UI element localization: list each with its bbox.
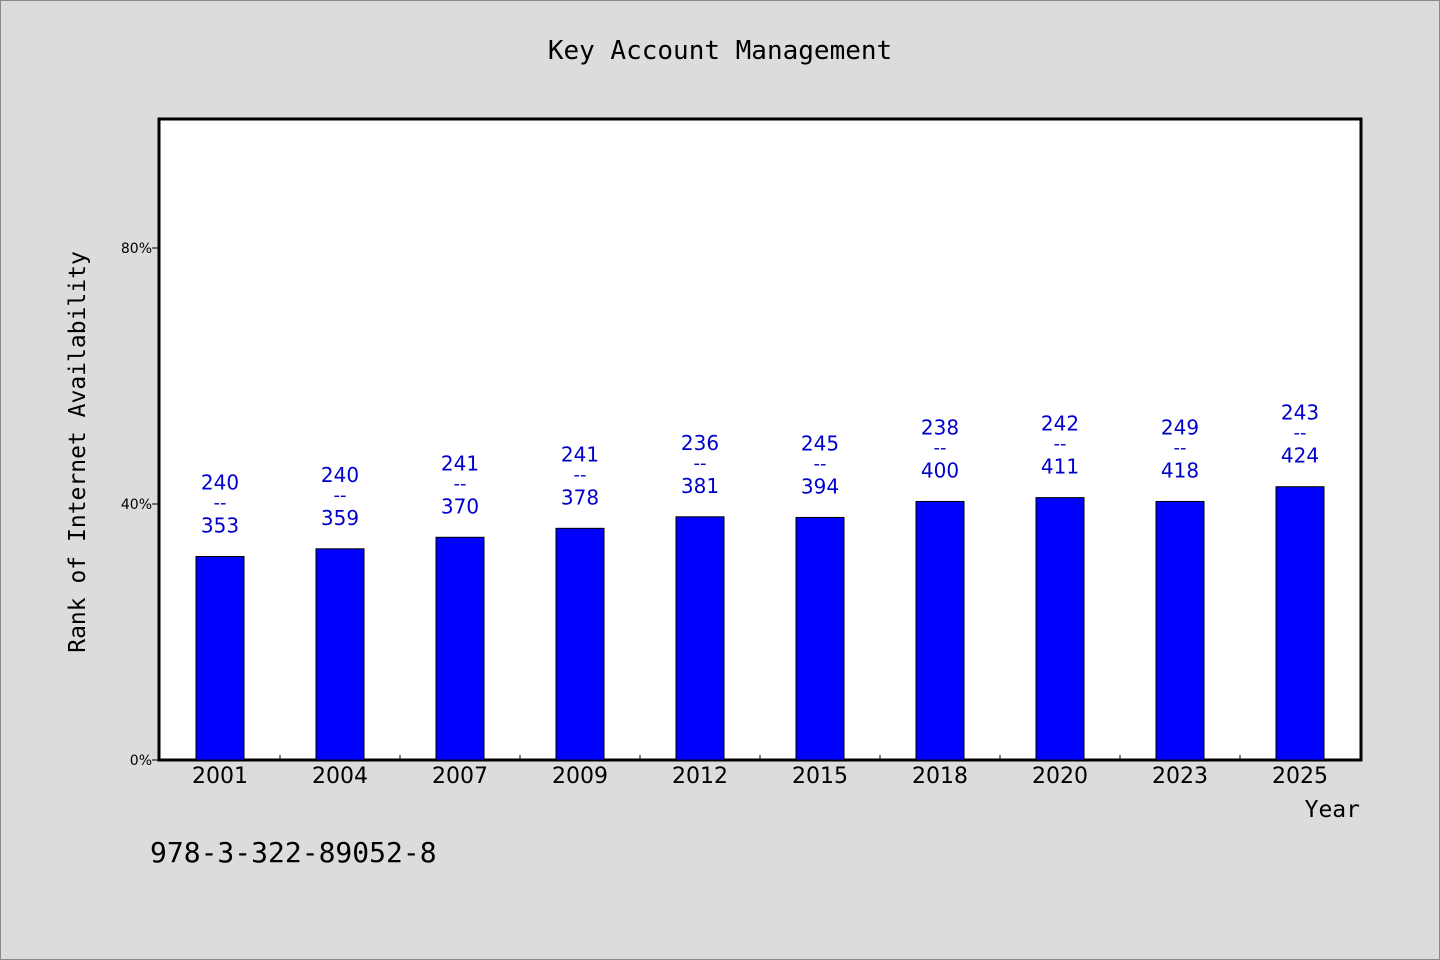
data-label-bottom: 418 [1161, 458, 1199, 482]
bars-layer [195, 486, 1325, 761]
data-label-separator: -- [1054, 434, 1067, 455]
x-tick-label: 2025 [1272, 764, 1328, 789]
data-label-top: 242 [1041, 412, 1079, 436]
data-labels-layer: 240--353240--359241--370241--378236--381… [201, 401, 1319, 538]
x-tick-label: 2001 [192, 764, 248, 789]
x-tick-label: 2004 [312, 764, 368, 789]
x-tick-label: 2018 [912, 764, 968, 789]
data-label-top: 238 [921, 415, 959, 439]
data-label-top: 243 [1281, 401, 1319, 425]
data-label-separator: -- [934, 437, 947, 458]
y-tick-label: 0% [130, 753, 152, 769]
bar [555, 527, 605, 761]
x-tick-label: 2023 [1152, 764, 1208, 789]
data-label-separator: -- [814, 453, 827, 474]
data-label-bottom: 370 [441, 494, 479, 518]
data-label-separator: -- [334, 485, 347, 506]
data-label-separator: -- [574, 464, 587, 485]
data-label-separator: -- [1174, 437, 1187, 458]
data-label-separator: -- [694, 453, 707, 474]
data-label-bottom: 359 [321, 506, 359, 530]
bar [1275, 486, 1325, 761]
data-label-top: 236 [681, 431, 719, 455]
data-label-top: 245 [801, 431, 839, 455]
footer-code: 978-3-322-89052-8 [150, 836, 437, 869]
x-axis-label: Year [1305, 797, 1360, 823]
data-label-top: 241 [561, 442, 599, 466]
y-tick-label: 40% [121, 497, 152, 513]
bar [1035, 497, 1085, 761]
x-axis: 2001 2004 2007 2009 2012 2015 2018 2020 2023 2025 [192, 755, 1328, 789]
bar [915, 500, 965, 761]
y-axis: 0% 40% 80% [121, 241, 160, 769]
x-tick-label: 2012 [672, 764, 728, 789]
data-label-separator: -- [1294, 423, 1307, 444]
chart-title: Key Account Management [547, 36, 893, 66]
data-label-bottom: 381 [681, 474, 719, 498]
bar [795, 516, 845, 761]
bar [435, 536, 485, 761]
data-label-top: 240 [321, 463, 359, 487]
x-tick-label: 2020 [1032, 764, 1088, 789]
bar [1155, 500, 1205, 761]
data-label-bottom: 378 [561, 485, 599, 509]
data-label-bottom: 411 [1041, 455, 1079, 479]
data-label-top: 241 [441, 451, 479, 475]
y-axis-label: Rank of Internet Availability [65, 251, 91, 653]
data-label-bottom: 394 [801, 474, 839, 498]
data-label-bottom: 400 [921, 458, 959, 482]
bar [675, 516, 725, 761]
x-tick-label: 2009 [552, 764, 608, 789]
x-tick-label: 2015 [792, 764, 848, 789]
data-label-top: 249 [1161, 415, 1199, 439]
bar [315, 548, 365, 761]
bar [195, 555, 245, 761]
data-label-top: 240 [201, 470, 239, 494]
x-tick-label: 2007 [432, 764, 488, 789]
data-label-separator: -- [214, 492, 227, 513]
data-label-bottom: 424 [1281, 444, 1319, 468]
data-label-bottom: 353 [201, 513, 239, 537]
y-tick-label: 80% [121, 241, 152, 257]
data-label-separator: -- [454, 473, 467, 494]
